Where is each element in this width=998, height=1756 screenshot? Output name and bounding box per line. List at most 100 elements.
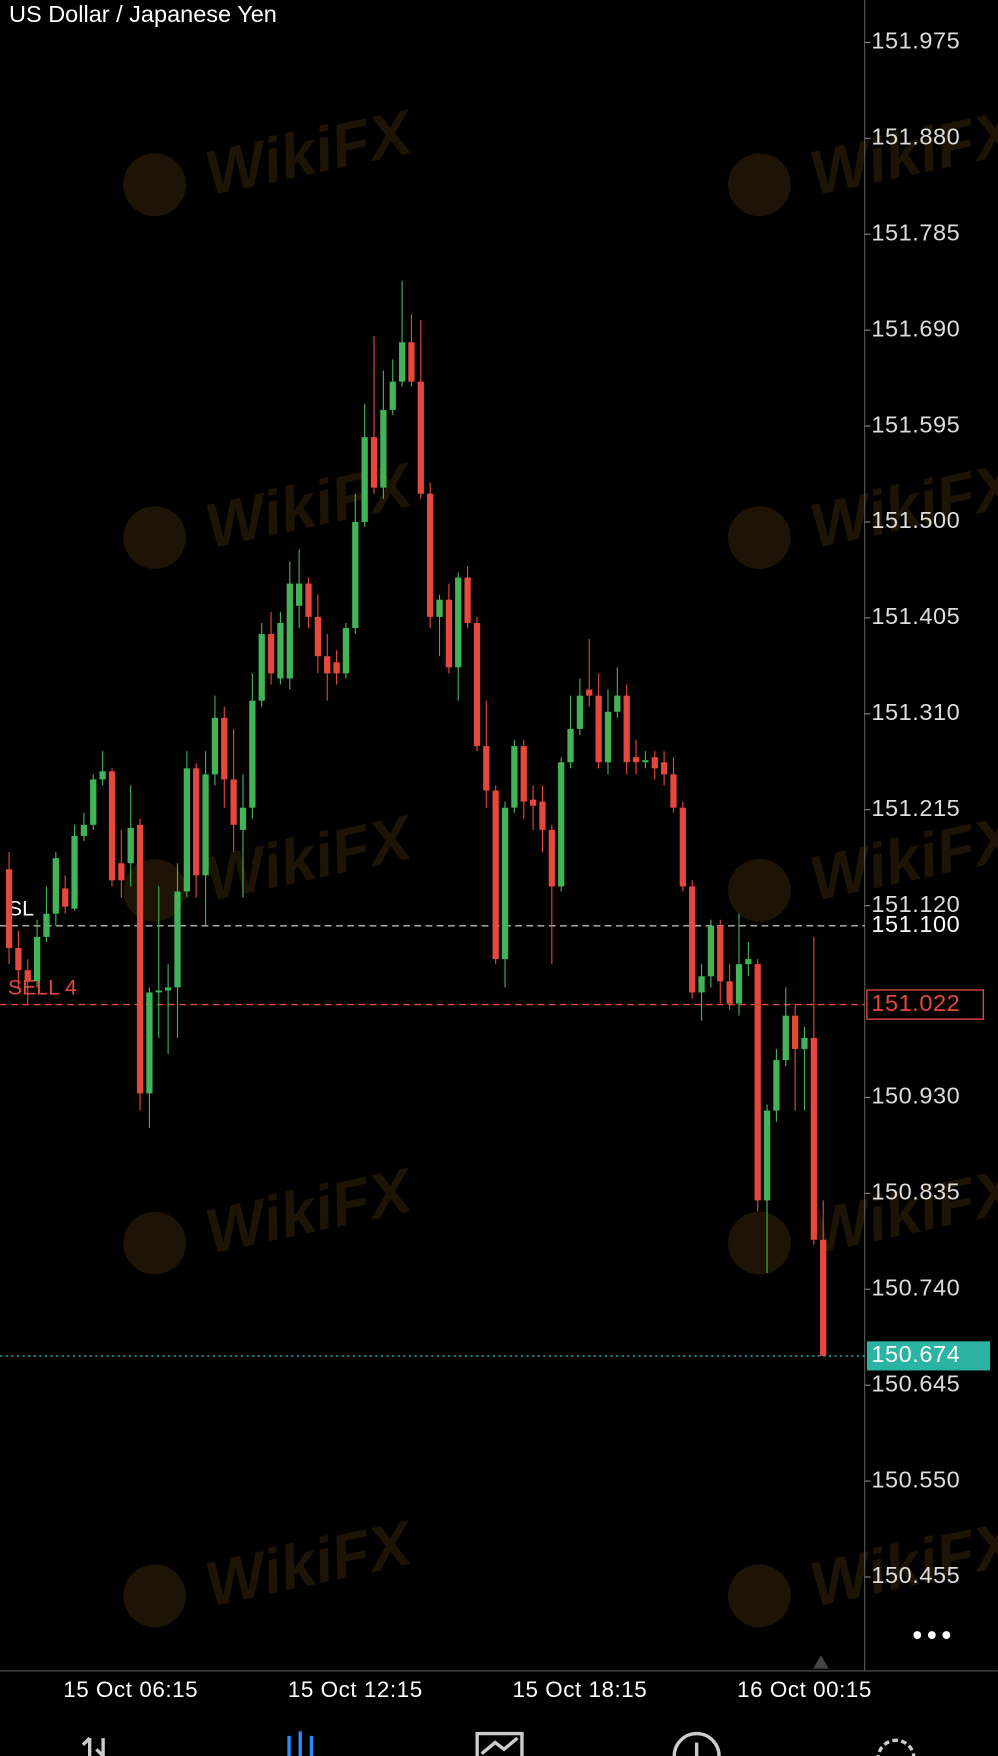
candle-body xyxy=(52,858,59,914)
candle-body xyxy=(146,992,153,1094)
x-tick-label: 15 Oct 06:15 xyxy=(63,1677,198,1702)
candle-body xyxy=(801,1037,808,1049)
candle-body xyxy=(651,757,658,769)
candle-body xyxy=(380,409,387,488)
candle-body xyxy=(792,1015,799,1049)
candle-body xyxy=(108,771,116,881)
candle-body xyxy=(810,1037,817,1240)
candle-body xyxy=(305,583,312,617)
y-tick-label: 151.880 xyxy=(871,124,960,150)
candle-body xyxy=(529,799,537,806)
candle-body xyxy=(230,779,237,825)
candle-body xyxy=(99,771,106,780)
candle-body xyxy=(427,493,434,617)
candle-body xyxy=(136,824,144,1094)
candle-body xyxy=(464,577,471,623)
candle-body xyxy=(342,627,350,674)
toolbar xyxy=(81,1731,916,1756)
watermark-logo xyxy=(123,506,186,569)
candle-body xyxy=(614,695,621,712)
y-tick-label: 150.740 xyxy=(871,1274,960,1300)
trade-icon[interactable] xyxy=(81,1736,105,1756)
level-value-box xyxy=(866,989,985,1020)
candle-body xyxy=(118,863,125,881)
y-tick-label: 151.215 xyxy=(871,795,960,821)
candle-body xyxy=(576,695,584,729)
watermark-logo xyxy=(728,153,791,217)
candle-body xyxy=(5,869,13,949)
more-button[interactable] xyxy=(913,1631,951,1639)
candle-body xyxy=(558,762,565,887)
level-label: SELL 4 xyxy=(8,975,77,999)
candle-body xyxy=(202,774,209,876)
candle-body xyxy=(820,1239,827,1356)
candle-body xyxy=(71,835,78,909)
level-value-box xyxy=(866,1341,991,1371)
candle-body xyxy=(324,656,331,674)
history-icon[interactable] xyxy=(475,1731,524,1756)
candle-body xyxy=(398,342,406,382)
candle-body xyxy=(33,936,41,982)
candle-body xyxy=(586,689,593,696)
candle-body xyxy=(483,746,490,791)
y-tick-label: 150.930 xyxy=(871,1083,960,1109)
candle-body xyxy=(90,779,97,825)
y-tick-label: 151.975 xyxy=(871,28,960,54)
watermark-logo xyxy=(728,1564,791,1628)
y-tick-label: 150.550 xyxy=(871,1466,960,1492)
watermark-logo xyxy=(728,858,791,922)
candle-body xyxy=(548,829,555,887)
candle-body xyxy=(211,717,219,775)
candle-body xyxy=(455,577,462,668)
level-value: 150.674 xyxy=(871,1341,960,1367)
candle-body xyxy=(43,913,50,937)
x-tick-label: 15 Oct 12:15 xyxy=(288,1677,423,1702)
y-tick-label: 150.455 xyxy=(871,1562,960,1588)
candle-body xyxy=(735,964,743,1004)
candle-body xyxy=(623,695,630,763)
candle-body xyxy=(193,768,200,876)
candle-body xyxy=(62,888,69,907)
candle-body xyxy=(155,990,162,993)
level-label: SL xyxy=(8,897,34,921)
candle-body xyxy=(333,662,340,674)
candle-body xyxy=(221,717,228,780)
candle-body xyxy=(164,987,172,991)
y-tick-label: 151.500 xyxy=(871,507,960,533)
candle-body xyxy=(417,381,424,494)
candle-body xyxy=(314,616,322,657)
watermark-logo xyxy=(728,506,791,569)
watermark-logo xyxy=(123,153,186,217)
candle-body xyxy=(511,746,518,808)
candle-body xyxy=(567,728,574,763)
y-tick-label: 150.835 xyxy=(871,1179,960,1205)
candle-body xyxy=(239,807,247,830)
candle-body xyxy=(501,807,509,960)
candle-body xyxy=(660,762,668,775)
watermark-logo xyxy=(728,1211,791,1275)
candle-body xyxy=(717,925,724,982)
scroll-marker xyxy=(813,1655,829,1669)
y-tick-label: 151.690 xyxy=(871,315,960,341)
candle-body xyxy=(726,981,733,1004)
candle-body xyxy=(370,437,378,488)
candle-body xyxy=(689,886,696,993)
candle-body xyxy=(782,1015,789,1061)
settings-icon[interactable] xyxy=(876,1738,916,1756)
chart-title: US Dollar / Japanese Yen xyxy=(9,1,277,27)
candle-body xyxy=(352,521,359,628)
candle-body xyxy=(445,599,453,668)
candle-body xyxy=(296,583,303,606)
candle-body xyxy=(473,622,481,747)
candle-body xyxy=(754,964,761,1201)
candle-body xyxy=(745,959,752,965)
candle-body xyxy=(361,437,368,522)
clock-icon[interactable] xyxy=(672,1731,721,1756)
y-tick-label: 150.645 xyxy=(871,1370,960,1396)
candle-body xyxy=(277,622,284,679)
candle-body xyxy=(698,976,705,993)
chart-icon[interactable] xyxy=(287,1731,314,1756)
level-value: 151.022 xyxy=(871,990,960,1016)
candle-body xyxy=(604,711,612,763)
candle-body xyxy=(539,801,546,830)
